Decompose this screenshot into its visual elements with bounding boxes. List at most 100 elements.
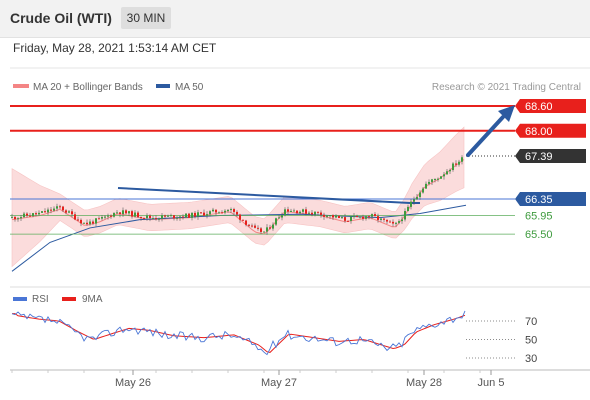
candle-body-18 [65,210,67,213]
candle-body-29 [98,218,100,220]
candles [11,155,463,235]
candle-body-101 [314,211,316,215]
legend-ma50-label: MA 50 [175,82,204,93]
candle-body-130 [401,219,403,222]
candle-body-17 [62,206,64,211]
candle-body-62 [197,212,199,217]
rsi-line [11,310,466,356]
candle-body-21 [74,214,76,220]
candle-body-120 [371,214,373,217]
candle-body-49 [158,218,160,220]
level-label-4: 65.95 [525,211,553,223]
candle-body-77 [242,219,244,221]
candle-body-108 [335,215,337,218]
candle-body-109 [338,215,340,219]
level-tag-label-1: 68.00 [525,126,553,138]
candle-body-126 [389,221,391,223]
legend-ma20-swatch [13,84,29,88]
candle-body-28 [95,218,97,224]
candle-body-147 [452,163,454,171]
candle-body-90 [281,215,283,218]
candle-body-104 [323,214,325,217]
candle-body-118 [365,216,367,219]
candle-body-102 [317,211,319,213]
candle-body-1 [14,216,16,220]
candle-body-86 [269,227,271,229]
candle-body-121 [374,214,376,217]
candle-body-84 [263,231,265,233]
x-tick-label-1: May 27 [261,377,297,389]
candle-body-145 [446,171,448,175]
candle-body-125 [386,219,388,222]
ma20-line [11,159,465,235]
level-tag-price-2 [515,149,586,164]
candle-body-70 [221,212,223,214]
x-axis: May 26 May 27 May 28 Jun 5 [11,370,504,389]
candle-body-16 [59,206,61,208]
candle-body-55 [176,217,178,219]
rsi-legend: RSI 9MA [13,294,103,305]
candle-body-76 [239,214,241,220]
candle-body-80 [251,225,253,227]
candle-body-94 [293,210,295,212]
timeframe-button[interactable]: 30 MIN [121,7,171,29]
candle-body-69 [218,212,220,214]
candle-body-56 [179,216,181,218]
candle-body-117 [362,216,364,219]
candle-body-48 [155,218,157,220]
candle-body-53 [170,215,172,217]
legend-ma50-swatch [156,84,170,88]
candle-body-12 [47,209,49,213]
candle-body-64 [203,212,205,216]
candle-body-59 [188,213,190,218]
level-tag-resistance-1 [515,123,586,138]
candle-body-35 [116,212,118,214]
candle-body-9 [38,212,40,215]
candle-body-110 [341,217,343,219]
candle-body-91 [284,209,286,216]
instrument-title: Crude Oil (WTI) [10,10,112,26]
candle-body-78 [245,220,247,225]
level-tag-label-3: 66.35 [525,194,553,206]
candle-body-2 [17,218,19,220]
candle-body-112 [347,220,349,222]
candle-body-92 [287,209,289,212]
legend-9ma-label: 9MA [82,294,103,305]
candle-body-57 [182,216,184,218]
candle-body-74 [233,209,235,212]
candle-body-124 [383,218,385,220]
candle-body-89 [278,217,280,219]
candle-body-44 [143,217,145,219]
candle-body-81 [254,225,256,228]
candle-body-15 [56,206,58,209]
candle-body-122 [377,216,379,220]
candle-body-127 [392,221,394,224]
candle-body-25 [86,222,88,225]
candle-body-45 [146,215,148,219]
candle-body-30 [101,217,103,219]
candle-body-50 [161,215,163,219]
rsi-tick-2: 30 [525,353,537,365]
candle-body-140 [431,179,433,182]
candle-body-11 [44,211,46,213]
legend-ma20-label: MA 20 + Bollinger Bands [33,82,143,93]
candle-body-46 [149,215,151,219]
candle-body-82 [257,227,259,229]
candle-body-143 [440,176,442,179]
bollinger-band [11,126,465,268]
candle-body-114 [353,216,355,218]
candle-body-43 [140,217,142,219]
candle-body-111 [344,217,346,221]
candle-body-83 [260,228,262,232]
candle-body-138 [425,183,427,189]
candle-body-113 [350,216,352,222]
forecast-arrow [466,105,515,157]
candle-body-20 [71,211,73,215]
candle-body-10 [41,211,43,213]
candle-body-31 [104,216,106,218]
legend-rsi-label: RSI [32,294,49,305]
candle-body-8 [35,213,37,215]
candle-body-5 [26,213,28,216]
candle-body-13 [50,209,52,211]
candle-body-61 [194,212,196,217]
